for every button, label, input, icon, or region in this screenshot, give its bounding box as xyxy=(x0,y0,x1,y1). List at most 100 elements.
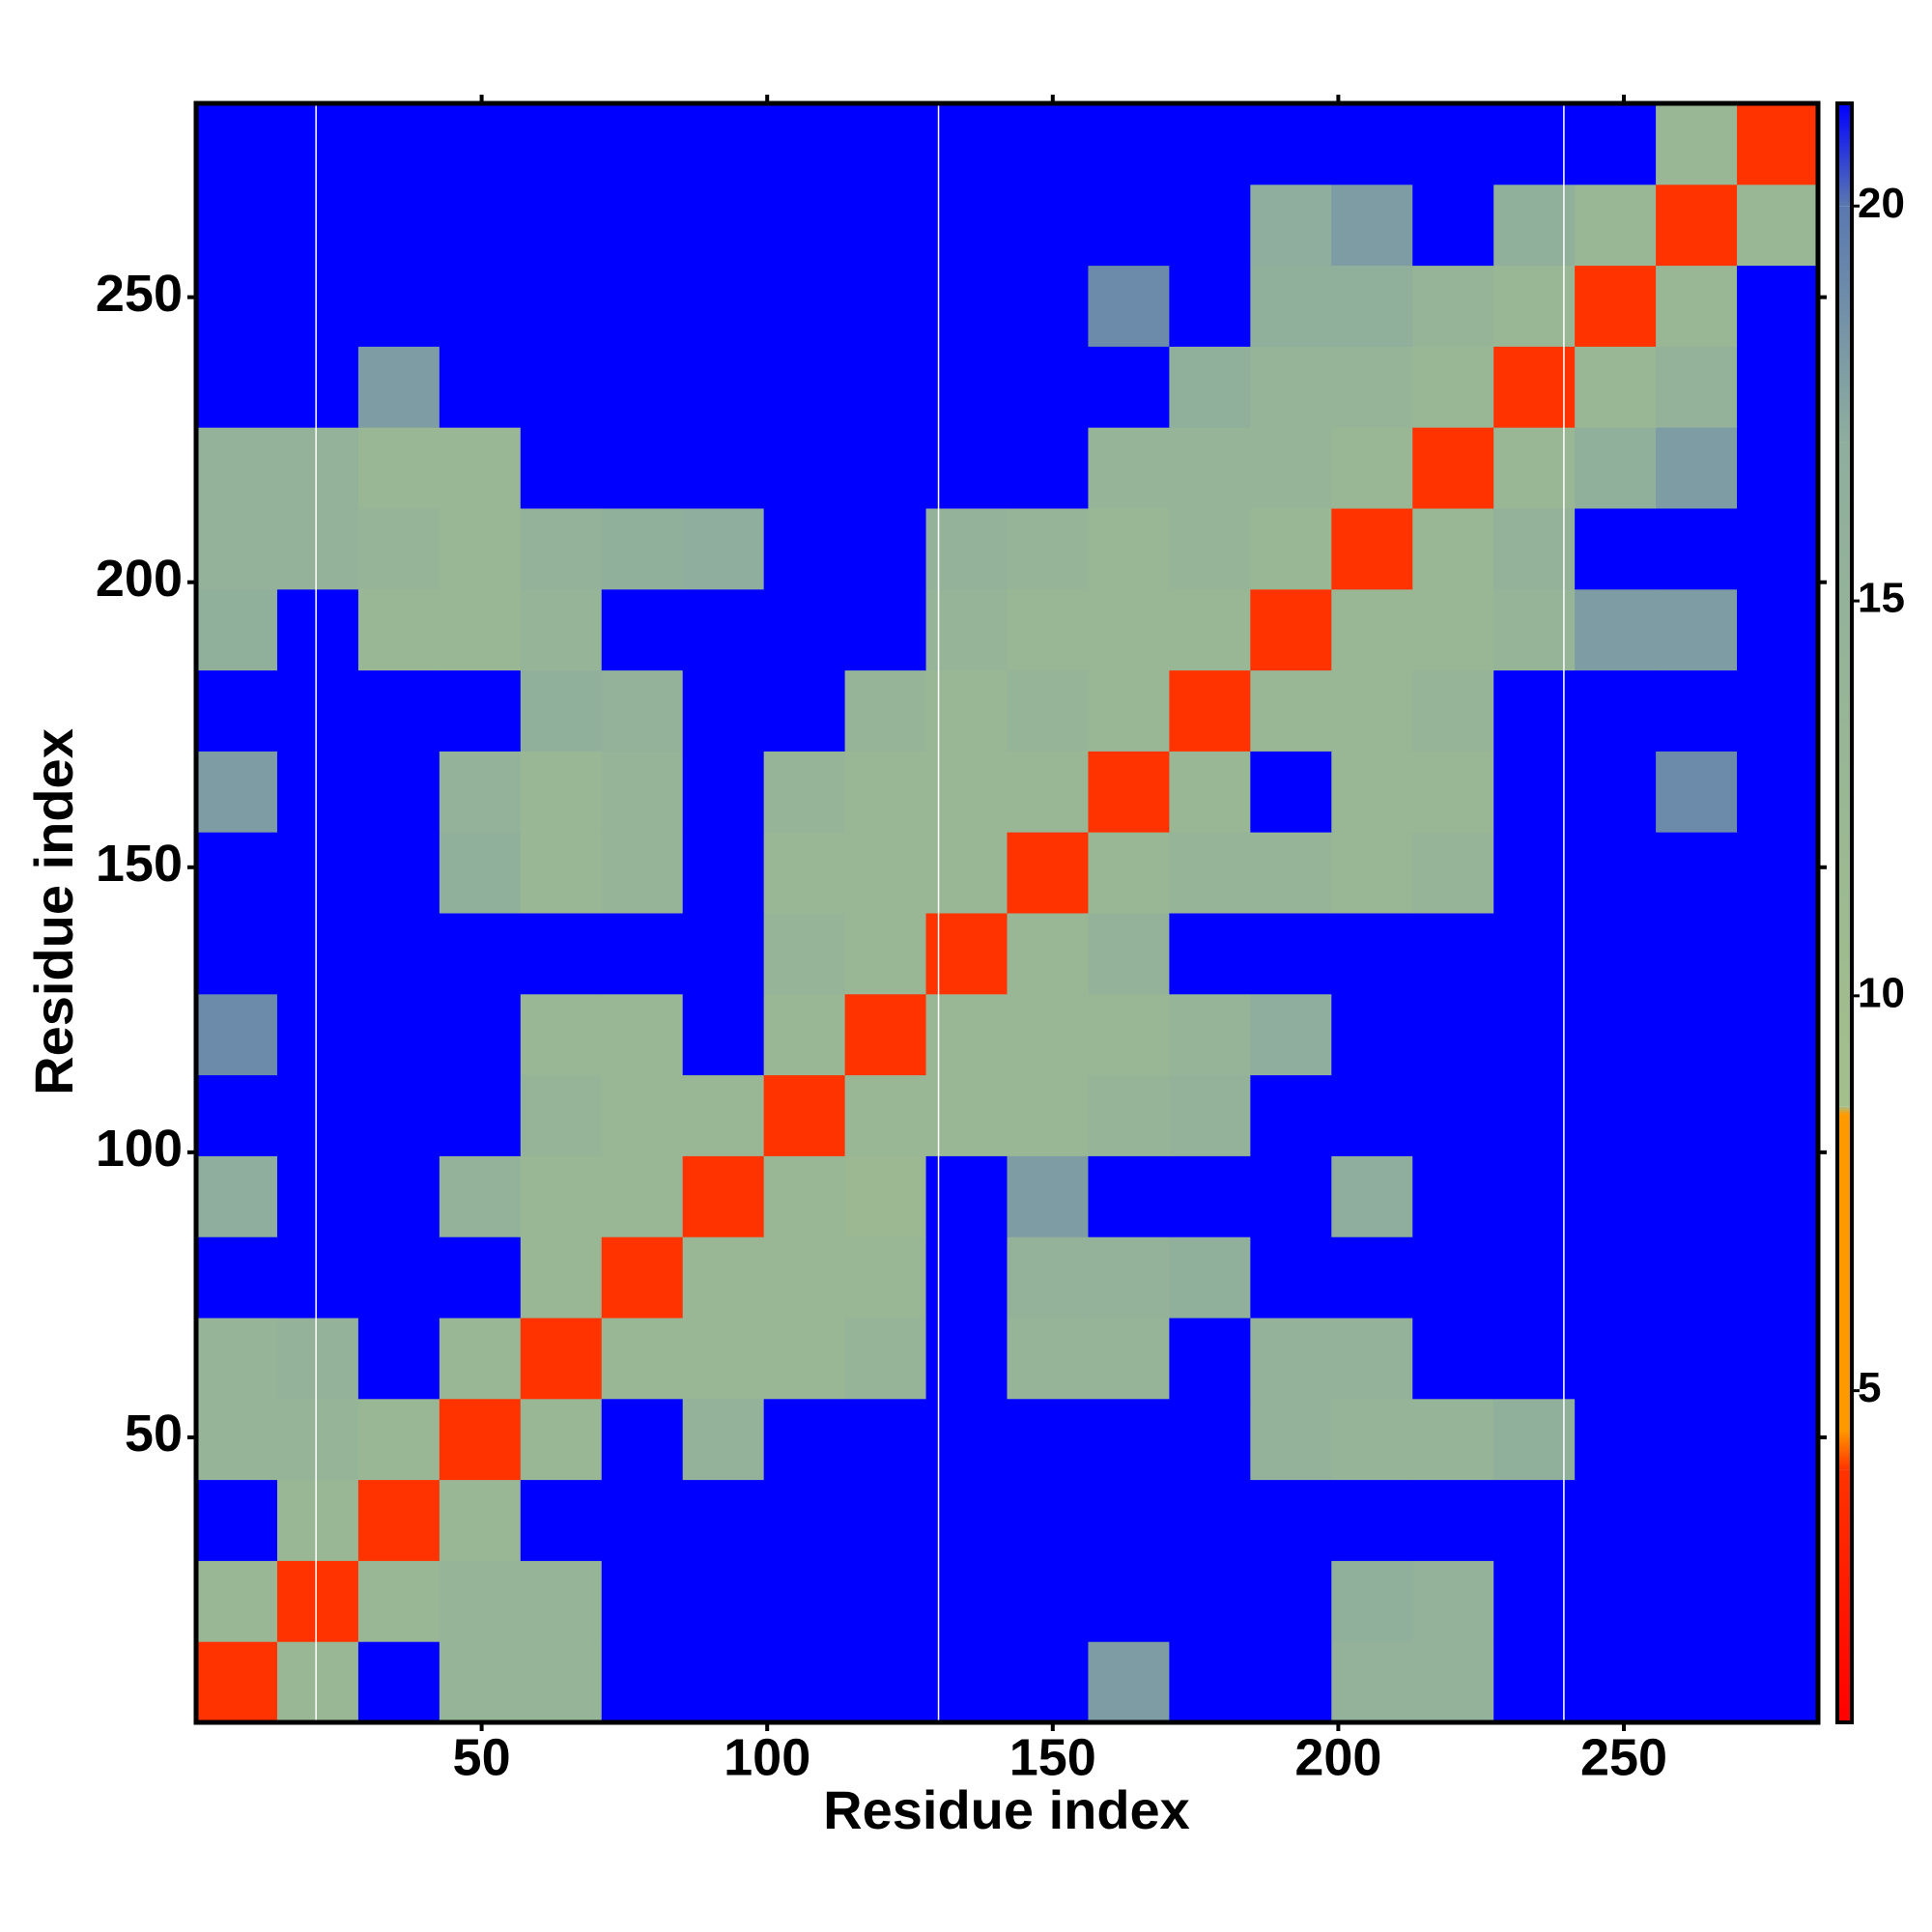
heatmap-cell xyxy=(1007,1641,1089,1723)
heatmap-cell xyxy=(1088,588,1170,671)
heatmap-cell xyxy=(1250,265,1332,347)
heatmap-cell xyxy=(1331,1398,1413,1481)
heatmap-cell xyxy=(357,832,440,914)
heatmap-cell xyxy=(601,1398,684,1481)
heatmap-cell xyxy=(1656,1479,1738,1561)
heatmap-cell xyxy=(276,1479,359,1561)
y-tick-label: 200 xyxy=(96,550,183,608)
heatmap-cell xyxy=(1656,184,1738,267)
y-axis-label: Residue index xyxy=(23,728,84,1095)
heatmap-cell xyxy=(357,1236,440,1319)
heatmap-cell xyxy=(1737,1155,1819,1237)
heatmap-cell xyxy=(1737,1074,1819,1156)
heatmap-cell xyxy=(357,184,440,267)
heatmap-cell xyxy=(925,1398,1008,1481)
heatmap-cell xyxy=(1331,346,1413,428)
heatmap-cell xyxy=(601,1641,684,1723)
heatmap-cell xyxy=(1575,751,1657,833)
heatmap-cell xyxy=(1575,913,1657,995)
heatmap-cell xyxy=(601,508,684,590)
heatmap-cell xyxy=(844,1074,927,1156)
heatmap-cell xyxy=(520,184,603,267)
heatmap-cell xyxy=(196,1560,278,1642)
heatmap-cell xyxy=(1412,588,1494,671)
heatmap-cell xyxy=(1575,832,1657,914)
heatmap-cell xyxy=(1169,1641,1251,1723)
heatmap-cell xyxy=(601,103,684,185)
heatmap-cell xyxy=(520,1398,603,1481)
heatmap-cell xyxy=(1412,832,1494,914)
heatmap-cell xyxy=(601,993,684,1076)
heatmap-cell xyxy=(1575,588,1657,671)
heatmap-cell xyxy=(439,832,522,914)
heatmap-cell xyxy=(1169,832,1251,914)
y-tick-label: 250 xyxy=(96,265,183,323)
heatmap-cell xyxy=(1656,1560,1738,1642)
heatmap-cell xyxy=(601,913,684,995)
heatmap-cell xyxy=(1088,1318,1170,1400)
heatmap-cell xyxy=(1737,508,1819,590)
heatmap-cell xyxy=(682,1479,765,1561)
heatmap-cell xyxy=(1575,1074,1657,1156)
heatmap-cell xyxy=(1007,103,1089,185)
heatmap-cell xyxy=(1007,346,1089,428)
heatmap-cell xyxy=(844,1155,927,1237)
heatmap-cell xyxy=(439,588,522,671)
heatmap-cell xyxy=(520,1479,603,1561)
colorbar-segment xyxy=(1837,103,1852,207)
heatmap-cell xyxy=(1331,103,1413,185)
heatmap-cell xyxy=(1656,1236,1738,1319)
heatmap-cell xyxy=(682,669,765,752)
heatmap-cell xyxy=(357,669,440,752)
heatmap-cell xyxy=(1575,1560,1657,1642)
heatmap-cell xyxy=(1169,265,1251,347)
heatmap-cell xyxy=(1493,427,1576,509)
heatmap-cell xyxy=(1656,427,1738,509)
heatmap-cell xyxy=(925,832,1008,914)
heatmap-cell xyxy=(439,508,522,590)
colorbar-segment xyxy=(1837,1469,1852,1722)
heatmap-cell xyxy=(925,508,1008,590)
heatmap-cell xyxy=(1331,427,1413,509)
heatmap-cell xyxy=(1088,184,1170,267)
heatmap-cell xyxy=(520,832,603,914)
heatmap-cell xyxy=(1088,993,1170,1076)
heatmap-cell xyxy=(844,913,927,995)
heatmap-cell xyxy=(682,427,765,509)
heatmap-cell xyxy=(1007,508,1089,590)
heatmap-cell xyxy=(682,1560,765,1642)
heatmap-cell xyxy=(763,669,846,752)
heatmap-cell xyxy=(1007,1479,1089,1561)
heatmap-cell xyxy=(1169,346,1251,428)
heatmap-cell xyxy=(1088,913,1170,995)
heatmap-cell xyxy=(1656,669,1738,752)
heatmap-cell xyxy=(1493,1318,1576,1400)
heatmap-cell xyxy=(1493,669,1576,752)
heatmap-cell xyxy=(1656,508,1738,590)
heatmap-cell xyxy=(925,1560,1008,1642)
heatmap-cell xyxy=(1088,669,1170,752)
colorbar-segment xyxy=(1837,1106,1852,1115)
heatmap-cell xyxy=(357,1398,440,1481)
heatmap-cell xyxy=(763,1398,846,1481)
heatmap-cell xyxy=(844,669,927,752)
heatmap-cell xyxy=(844,184,927,267)
heatmap-cell xyxy=(1007,1155,1089,1237)
heatmap-cell xyxy=(196,588,278,671)
heatmap-cell xyxy=(357,751,440,833)
heatmap-cell xyxy=(844,751,927,833)
heatmap-cell xyxy=(520,427,603,509)
heatmap-cell xyxy=(357,1560,440,1642)
heatmap-cell xyxy=(1737,913,1819,995)
heatmap-cell xyxy=(439,1560,522,1642)
heatmap-cell xyxy=(1575,346,1657,428)
heatmap-cell xyxy=(1169,669,1251,752)
heatmap-cell xyxy=(601,1479,684,1561)
y-tick-label: 100 xyxy=(96,1120,183,1178)
heatmap-cell xyxy=(1412,103,1494,185)
heatmap-cell xyxy=(1169,1318,1251,1400)
heatmap-cell xyxy=(357,265,440,347)
heatmap-cell xyxy=(196,265,278,347)
heatmap-cell xyxy=(844,1236,927,1319)
heatmap-cell xyxy=(1412,1318,1494,1400)
